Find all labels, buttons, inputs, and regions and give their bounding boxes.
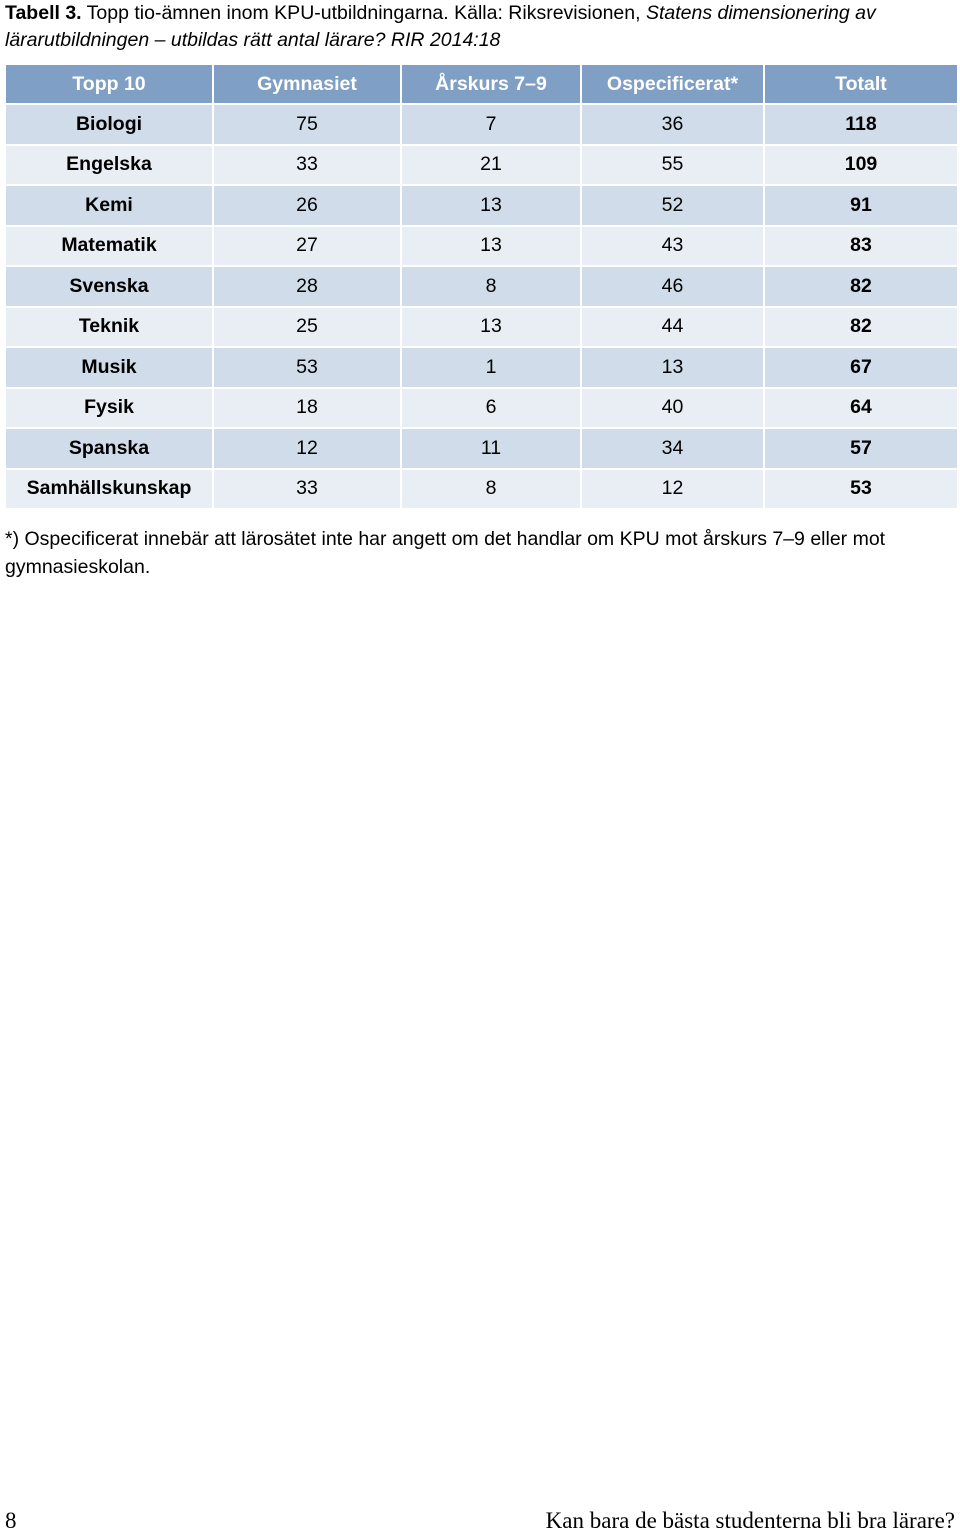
page-footer: 8 Kan bara de bästa studenterna bli bra … bbox=[0, 1508, 960, 1538]
table-row: Kemi 26 13 52 91 bbox=[6, 186, 957, 225]
table-row: Matematik 27 13 43 83 bbox=[6, 226, 957, 265]
table-row: Svenska 28 8 46 82 bbox=[6, 267, 957, 306]
cell-gymnasiet: 33 bbox=[214, 469, 400, 508]
cell-totalt: 109 bbox=[765, 145, 957, 184]
cell-ospecificerat: 52 bbox=[582, 186, 763, 225]
cell-arskurs: 1 bbox=[402, 348, 580, 387]
header-gymnasiet: Gymnasiet bbox=[214, 65, 400, 103]
table-row: Teknik 25 13 44 82 bbox=[6, 307, 957, 346]
header-topp10: Topp 10 bbox=[6, 65, 212, 103]
table-row: Biologi 75 7 36 118 bbox=[6, 105, 957, 144]
cell-ospecificerat: 12 bbox=[582, 469, 763, 508]
cell-gymnasiet: 75 bbox=[214, 105, 400, 144]
header-ospecificerat: Ospecificerat* bbox=[582, 65, 763, 103]
cell-ospecificerat: 40 bbox=[582, 388, 763, 427]
table-row: Spanska 12 11 34 57 bbox=[6, 429, 957, 468]
cell-arskurs: 13 bbox=[402, 186, 580, 225]
table-row: Musik 53 1 13 67 bbox=[6, 348, 957, 387]
cell-subject: Kemi bbox=[6, 186, 212, 225]
cell-gymnasiet: 28 bbox=[214, 267, 400, 306]
cell-arskurs: 21 bbox=[402, 145, 580, 184]
cell-subject: Samhällskunskap bbox=[6, 469, 212, 508]
caption-text: Topp tio-ämnen inom KPU-utbildningarna. … bbox=[81, 2, 646, 24]
cell-totalt: 57 bbox=[765, 429, 957, 468]
cell-gymnasiet: 53 bbox=[214, 348, 400, 387]
header-totalt: Totalt bbox=[765, 65, 957, 103]
subjects-table: Topp 10 Gymnasiet Årskurs 7–9 Ospecifice… bbox=[4, 63, 959, 510]
header-arskurs: Årskurs 7–9 bbox=[402, 65, 580, 103]
cell-ospecificerat: 13 bbox=[582, 348, 763, 387]
cell-ospecificerat: 34 bbox=[582, 429, 763, 468]
cell-totalt: 118 bbox=[765, 105, 957, 144]
cell-subject: Matematik bbox=[6, 226, 212, 265]
cell-ospecificerat: 43 bbox=[582, 226, 763, 265]
cell-gymnasiet: 26 bbox=[214, 186, 400, 225]
cell-subject: Musik bbox=[6, 348, 212, 387]
cell-gymnasiet: 25 bbox=[214, 307, 400, 346]
cell-subject: Spanska bbox=[6, 429, 212, 468]
cell-totalt: 64 bbox=[765, 388, 957, 427]
footer-title: Kan bara de bästa studenterna bli bra lä… bbox=[545, 1508, 955, 1533]
cell-ospecificerat: 55 bbox=[582, 145, 763, 184]
cell-subject: Engelska bbox=[6, 145, 212, 184]
table-row: Fysik 18 6 40 64 bbox=[6, 388, 957, 427]
cell-subject: Teknik bbox=[6, 307, 212, 346]
cell-subject: Fysik bbox=[6, 388, 212, 427]
cell-arskurs: 8 bbox=[402, 267, 580, 306]
cell-arskurs: 13 bbox=[402, 307, 580, 346]
cell-totalt: 91 bbox=[765, 186, 957, 225]
cell-arskurs: 11 bbox=[402, 429, 580, 468]
cell-totalt: 83 bbox=[765, 226, 957, 265]
cell-gymnasiet: 33 bbox=[214, 145, 400, 184]
table-footnote: *) Ospecificerat innebär att lärosätet i… bbox=[5, 528, 886, 578]
cell-subject: Svenska bbox=[6, 267, 212, 306]
cell-ospecificerat: 46 bbox=[582, 267, 763, 306]
cell-arskurs: 8 bbox=[402, 469, 580, 508]
cell-totalt: 82 bbox=[765, 267, 957, 306]
cell-totalt: 67 bbox=[765, 348, 957, 387]
cell-gymnasiet: 18 bbox=[214, 388, 400, 427]
table-row: Samhällskunskap 33 8 12 53 bbox=[6, 469, 957, 508]
cell-gymnasiet: 27 bbox=[214, 226, 400, 265]
page-number: 8 bbox=[5, 1508, 17, 1533]
cell-arskurs: 13 bbox=[402, 226, 580, 265]
caption-label: Tabell 3. bbox=[5, 2, 82, 24]
cell-subject: Biologi bbox=[6, 105, 212, 144]
cell-totalt: 82 bbox=[765, 307, 957, 346]
cell-ospecificerat: 36 bbox=[582, 105, 763, 144]
table-caption: Tabell 3. Topp tio-ämnen inom KPU-utbild… bbox=[5, 0, 955, 54]
cell-arskurs: 7 bbox=[402, 105, 580, 144]
cell-totalt: 53 bbox=[765, 469, 957, 508]
cell-ospecificerat: 44 bbox=[582, 307, 763, 346]
caption-source-title: Statens dimensionering av lärarutbildnin… bbox=[5, 2, 876, 51]
table-row: Engelska 33 21 55 109 bbox=[6, 145, 957, 184]
table-header-row: Topp 10 Gymnasiet Årskurs 7–9 Ospecifice… bbox=[6, 65, 957, 103]
cell-gymnasiet: 12 bbox=[214, 429, 400, 468]
cell-arskurs: 6 bbox=[402, 388, 580, 427]
